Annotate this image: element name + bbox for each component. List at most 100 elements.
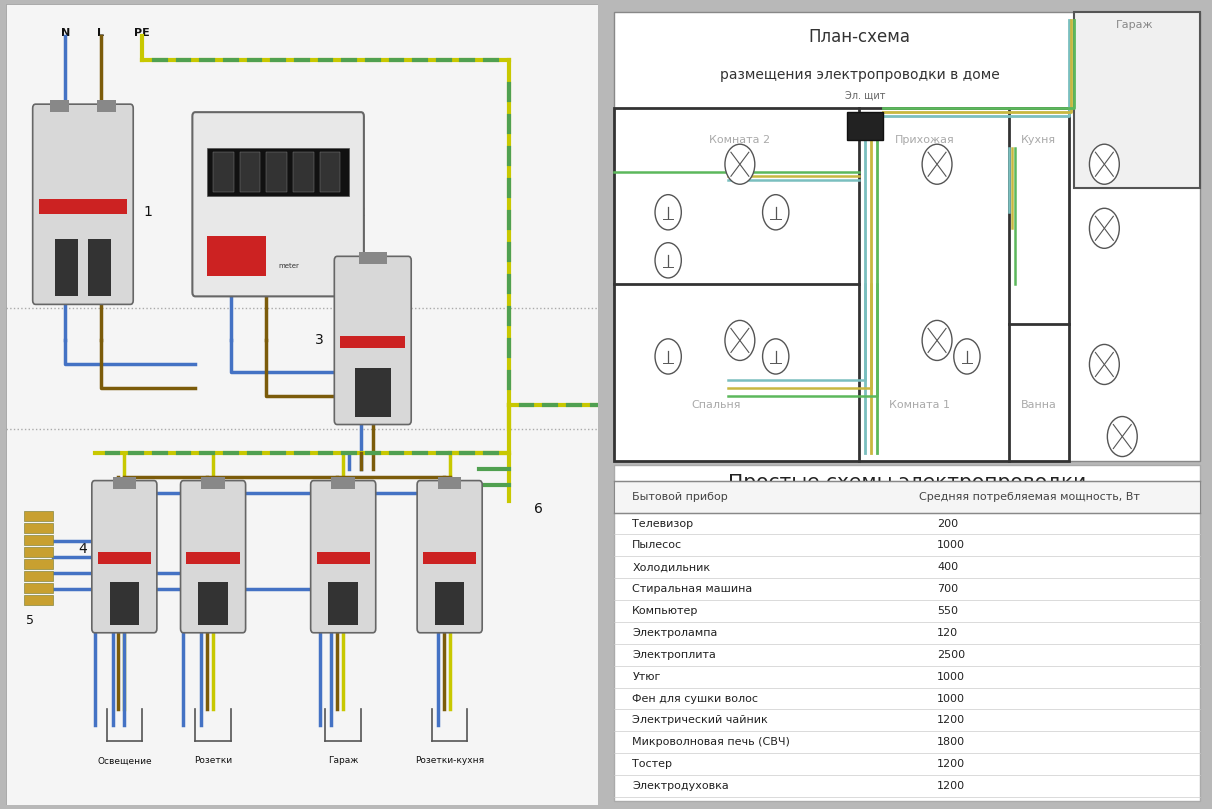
FancyBboxPatch shape	[417, 481, 482, 633]
Circle shape	[922, 320, 951, 361]
Text: Бытовой прибор: Бытовой прибор	[633, 492, 728, 502]
Bar	[320, 152, 341, 193]
Text: 2: 2	[356, 205, 365, 219]
Bar	[614, 481, 1200, 513]
Text: Микроволновая печь (СВЧ): Микроволновая печь (СВЧ)	[633, 737, 790, 748]
Bar	[98, 553, 152, 564]
FancyBboxPatch shape	[335, 256, 411, 425]
Circle shape	[954, 339, 981, 374]
Text: Стиральная машина: Стиральная машина	[633, 584, 753, 594]
Bar	[293, 152, 314, 193]
Text: Холодильник: Холодильник	[633, 562, 710, 572]
Circle shape	[725, 144, 755, 184]
Bar	[1075, 12, 1200, 188]
Text: N: N	[61, 28, 70, 38]
Circle shape	[654, 195, 681, 230]
Bar	[213, 152, 234, 193]
Bar	[39, 198, 127, 214]
Text: 1200: 1200	[937, 715, 965, 726]
Text: Электроплита: Электроплита	[633, 650, 716, 660]
Text: Кухня: Кухня	[1021, 135, 1056, 145]
Text: Электродуховка: Электродуховка	[633, 781, 730, 791]
Bar	[187, 553, 240, 564]
Text: 120: 120	[937, 628, 959, 638]
Text: 5: 5	[25, 614, 34, 627]
Text: Электрический чайник: Электрический чайник	[633, 715, 768, 726]
Bar	[199, 582, 228, 625]
Text: Утюг: Утюг	[633, 671, 661, 682]
Bar	[24, 595, 53, 605]
Bar	[24, 511, 53, 521]
Text: 1200: 1200	[937, 759, 965, 769]
Bar	[423, 553, 476, 564]
Text: Тостер: Тостер	[633, 759, 673, 769]
Bar	[97, 100, 116, 112]
Text: 1000: 1000	[937, 693, 965, 704]
Bar	[435, 582, 464, 625]
Text: 1000: 1000	[937, 540, 965, 550]
Bar	[207, 148, 349, 197]
Text: 1: 1	[143, 205, 153, 219]
Text: 550: 550	[937, 606, 957, 616]
Bar	[24, 535, 53, 544]
Text: Спальня: Спальня	[691, 400, 741, 409]
Text: PE: PE	[135, 28, 150, 38]
Circle shape	[1090, 144, 1120, 184]
Text: Освещение: Освещение	[97, 756, 152, 765]
Bar	[50, 100, 69, 112]
Bar	[328, 582, 358, 625]
Text: Ванна: Ванна	[1021, 400, 1057, 409]
Bar	[240, 152, 261, 193]
Bar	[24, 571, 53, 581]
Text: 2500: 2500	[937, 650, 965, 660]
Text: 6: 6	[534, 502, 543, 515]
Bar	[341, 336, 405, 349]
Text: Компьютер: Компьютер	[633, 606, 698, 616]
Bar	[109, 582, 139, 625]
Bar	[24, 547, 53, 557]
Bar	[614, 464, 1200, 801]
Text: 4: 4	[79, 542, 87, 556]
Text: Пылесос: Пылесос	[633, 540, 682, 550]
Text: Средняя потребляемая мощность, Вт: Средняя потребляемая мощность, Вт	[919, 492, 1140, 502]
Text: Розетки-кухня: Розетки-кухня	[415, 756, 485, 765]
Bar	[847, 112, 884, 140]
Text: Розетки: Розетки	[194, 756, 233, 765]
FancyBboxPatch shape	[33, 104, 133, 304]
Text: Эл. щит: Эл. щит	[845, 90, 886, 100]
Text: 200: 200	[937, 519, 959, 528]
Text: 3: 3	[315, 333, 324, 347]
Bar	[207, 236, 267, 277]
Bar	[316, 553, 370, 564]
FancyBboxPatch shape	[92, 481, 156, 633]
Text: 1800: 1800	[937, 737, 965, 748]
Bar	[331, 477, 355, 489]
Bar	[24, 583, 53, 593]
Bar	[113, 477, 136, 489]
Text: Телевизор: Телевизор	[633, 519, 693, 528]
Circle shape	[922, 144, 951, 184]
Text: План-схема: План-схема	[808, 28, 910, 46]
Text: Гараж: Гараж	[1115, 20, 1153, 30]
Text: Простые схемы электропроводки: Простые схемы электропроводки	[728, 472, 1086, 492]
Bar	[24, 523, 53, 532]
Circle shape	[654, 243, 681, 278]
Circle shape	[1090, 345, 1120, 384]
Text: 1000: 1000	[937, 671, 965, 682]
FancyBboxPatch shape	[193, 112, 364, 296]
Text: meter: meter	[278, 264, 299, 269]
Circle shape	[1090, 208, 1120, 248]
FancyBboxPatch shape	[181, 481, 246, 633]
Text: Комната 2: Комната 2	[709, 135, 771, 145]
Text: 700: 700	[937, 584, 959, 594]
Circle shape	[654, 339, 681, 374]
Bar	[614, 12, 1200, 460]
Text: Фен для сушки волос: Фен для сушки волос	[633, 693, 759, 704]
FancyBboxPatch shape	[310, 481, 376, 633]
Text: Электролампа: Электролампа	[633, 628, 718, 638]
Bar	[267, 152, 287, 193]
Circle shape	[1108, 417, 1137, 456]
Circle shape	[762, 339, 789, 374]
Bar	[359, 252, 387, 265]
Text: 400: 400	[937, 562, 959, 572]
